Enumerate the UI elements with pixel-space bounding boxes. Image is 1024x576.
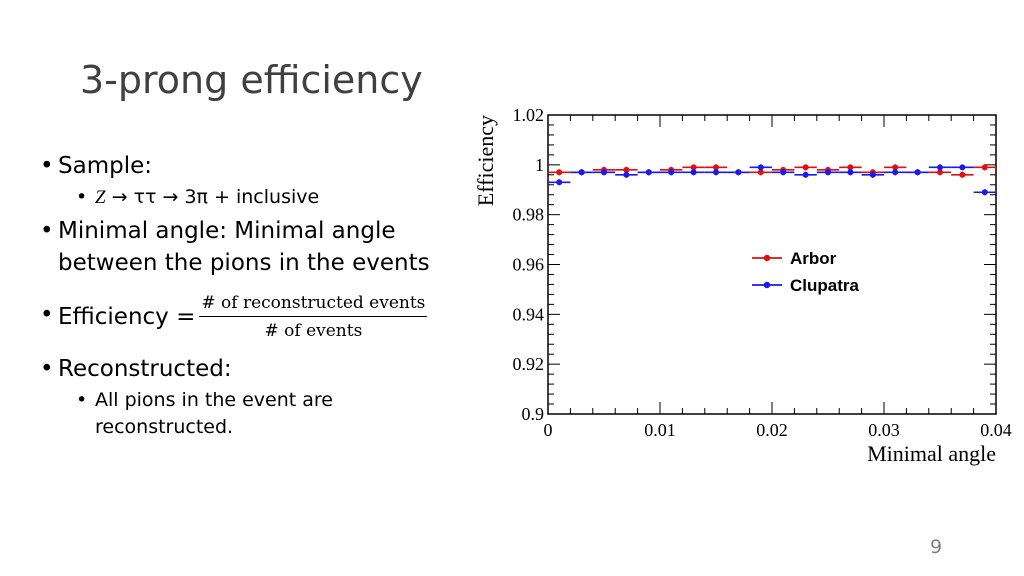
bullet-sample-detail: Z → ττ → 3π + inclusive	[38, 184, 478, 211]
efficiency-chart: 0.9 0.92 0.94 0.96 0.98 1 1.02 0 0.01 0.02 0.03 0.0…	[473, 105, 1012, 466]
y-tick-label: 1.02	[513, 105, 545, 125]
x-tick-label: 0	[544, 420, 553, 440]
data-point-clupatra	[914, 169, 921, 176]
y-tick-label: 0.94	[513, 304, 545, 324]
x-tick-label: 0.04	[980, 420, 1012, 440]
y-tick-label: 1	[535, 155, 544, 175]
y-tick-label: 0.92	[513, 354, 545, 374]
data-point-arbor	[892, 164, 899, 171]
data-point-clupatra	[556, 179, 563, 186]
y-tick-label: 0.98	[513, 205, 545, 225]
y-tick-label: 0.9	[522, 404, 545, 424]
legend-label: Clupatra	[790, 276, 860, 295]
data-point-clupatra	[869, 171, 876, 178]
data-point-arbor	[757, 169, 764, 176]
efficiency-label: Efficiency =	[58, 304, 196, 330]
x-tick-label: 0.03	[868, 420, 900, 440]
efficiency-numerator: # of reconstructed events	[199, 293, 428, 317]
data-point-clupatra	[981, 189, 988, 196]
legend-marker	[763, 281, 771, 289]
data-point-clupatra	[757, 164, 764, 171]
z-symbol: Z	[95, 187, 106, 208]
legend-label: Arbor	[790, 249, 837, 268]
data-point-clupatra	[645, 169, 652, 176]
data-point-clupatra	[601, 169, 607, 176]
data-point-clupatra	[690, 169, 697, 176]
y-tick-label: 0.96	[513, 255, 545, 275]
data-point-arbor	[623, 166, 630, 173]
data-point-arbor	[690, 164, 697, 171]
x-tick-label: 0.02	[756, 420, 788, 440]
data-point-clupatra	[825, 169, 831, 176]
data-point-arbor	[847, 164, 854, 171]
data-point-clupatra	[713, 169, 719, 176]
data-point-clupatra	[735, 169, 742, 176]
efficiency-fraction: # of reconstructed events # of events	[199, 293, 428, 341]
page-number: 9	[930, 536, 943, 558]
x-tick-label: 0.01	[644, 420, 676, 440]
slide-title: 3-prong efficiency	[80, 58, 423, 102]
bullet-reconstructed: Reconstructed:	[38, 353, 478, 385]
data-point-arbor	[802, 164, 809, 171]
bullet-list: Sample: Z → ττ → 3π + inclusive Minimal …	[38, 150, 478, 445]
plot-frame	[547, 114, 997, 415]
data-point-clupatra	[668, 169, 675, 176]
bullet-reconstructed-detail: All pions in the event are reconstructed…	[38, 387, 365, 441]
data-point-clupatra	[802, 171, 809, 178]
x-axis-title: Minimal angle	[867, 441, 996, 466]
data-point-arbor	[556, 169, 563, 176]
data-point-clupatra	[959, 164, 966, 171]
legend-marker	[763, 254, 771, 262]
data-point-arbor	[713, 164, 719, 171]
data-point-clupatra	[892, 169, 899, 176]
data-point-clupatra	[847, 169, 854, 176]
data-point-clupatra	[780, 169, 787, 176]
bullet-minimal-angle: Minimal angle: Minimal angle between the…	[38, 215, 478, 279]
data-point-arbor	[981, 164, 988, 171]
bullet-sample: Sample:	[38, 150, 478, 182]
data-point-arbor	[937, 169, 943, 176]
data-point-clupatra	[578, 169, 585, 176]
data-point-clupatra	[623, 171, 630, 178]
bullet-efficiency: Efficiency = # of reconstructed events #…	[38, 281, 478, 353]
efficiency-denominator: # of events	[264, 321, 363, 341]
decay-chain: → ττ → 3π + inclusive	[105, 186, 320, 208]
data-point-arbor	[959, 171, 966, 178]
data-point-clupatra	[937, 164, 943, 171]
y-axis-title: Efficiency	[473, 115, 498, 206]
